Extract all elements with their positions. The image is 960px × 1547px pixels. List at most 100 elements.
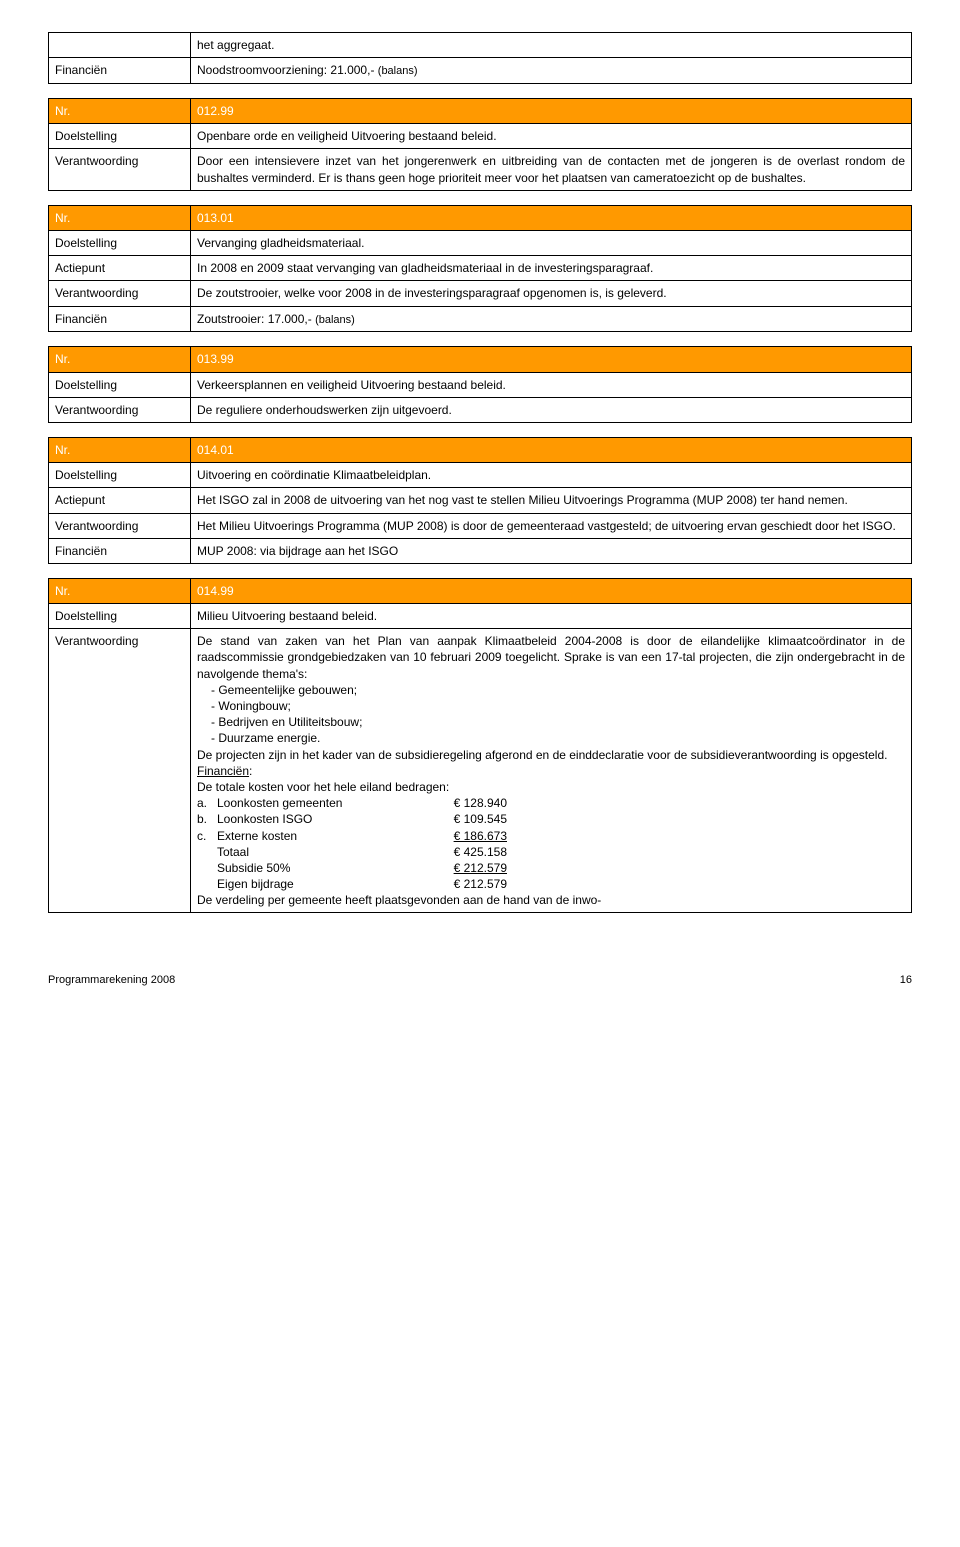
label-financien: Financiën [49,538,191,563]
value-fin: MUP 2008: via bijdrage aan het ISGO [191,538,912,563]
value-verant: De zoutstrooier, welke voor 2008 in de i… [191,281,912,306]
cost-amount: € 128.940 [417,795,507,811]
row-fin: Financiën Zoutstrooier: 17.000,- (balans… [49,306,912,332]
row-fin: Financiën MUP 2008: via bijdrage aan het… [49,538,912,563]
bullet-item: - Bedrijven en Utiliteitsbouw; [211,714,905,730]
row-doel: Doelstelling Milieu Uitvoering bestaand … [49,604,912,629]
label-doelstelling: Doelstelling [49,463,191,488]
noodstroom-note: (balans) [378,65,418,77]
cost-row: Eigen bijdrage€ 212.579 [197,876,905,892]
row-verant: Verantwoording Het Milieu Uitvoerings Pr… [49,513,912,538]
value-doel: Milieu Uitvoering bestaand beleid. [191,604,912,629]
cost-row: c.Externe kosten€ 186.673 [197,828,905,844]
value-actie: Het ISGO zal in 2008 de uitvoering van h… [191,488,912,513]
value-verant: Door een intensievere inzet van het jong… [191,149,912,190]
section-013-99: Nr. 013.99 Doelstelling Verkeersplannen … [48,346,912,423]
label-actiepunt: Actiepunt [49,256,191,281]
label-verantwoording: Verantwoording [49,281,191,306]
verant-financien-label: Financiën: [197,763,905,779]
value-nr: 014.99 [191,578,912,603]
fin-note: (balans) [315,314,355,326]
value-doel: Uitvoering en coördinatie Klimaatbeleidp… [191,463,912,488]
value-verant: De stand van zaken van het Plan van aanp… [191,629,912,913]
value-nr: 014.01 [191,437,912,462]
cost-row: Subsidie 50%€ 212.579 [197,860,905,876]
fin-pre: Zoutstrooier: 17.000,- [197,312,315,326]
header-012-99: Nr. 012.99 [49,99,912,124]
row-verant: Verantwoording De stand van zaken van he… [49,629,912,913]
header-013-01: Nr. 013.01 [49,205,912,230]
section-014-01: Nr. 014.01 Doelstelling Uitvoering en co… [48,437,912,564]
label-verantwoording: Verantwoording [49,149,191,190]
noodstroom-text: Noodstroomvoorziening: 21.000,- [197,63,378,77]
cost-label: Eigen bijdrage [217,876,417,892]
bullet-item: - Gemeentelijke gebouwen; [211,682,905,698]
label-nr: Nr. [49,578,191,603]
value-doel: Openbare orde en veiligheid Uitvoering b… [191,124,912,149]
cost-amount: € 425.158 [417,844,507,860]
label-doelstelling: Doelstelling [49,230,191,255]
header-014-99: Nr. 014.99 [49,578,912,603]
row-actie: Actiepunt Het ISGO zal in 2008 de uitvoe… [49,488,912,513]
cell-noodstroom: Noodstroomvoorziening: 21.000,- (balans) [191,58,912,84]
cost-amount: € 212.579 [417,860,507,876]
row-doel: Doelstelling Verkeersplannen en veilighe… [49,372,912,397]
row-actie: Actiepunt In 2008 en 2009 staat vervangi… [49,256,912,281]
value-verant: De reguliere onderhoudswerken zijn uitge… [191,397,912,422]
label-verantwoording: Verantwoording [49,397,191,422]
page-footer: Programmarekening 2008 16 [48,973,912,988]
cost-row: a.Loonkosten gemeenten€ 128.940 [197,795,905,811]
cost-label: Loonkosten gemeenten [217,795,417,811]
cost-label: Loonkosten ISGO [217,811,417,827]
value-actie: In 2008 en 2009 staat vervanging van gla… [191,256,912,281]
cost-label: Totaal [217,844,417,860]
cost-marker [197,860,217,876]
verant-para-2: De projecten zijn in het kader van de su… [197,747,905,763]
label-nr: Nr. [49,347,191,372]
row-financien-intro: Financiën Noodstroomvoorziening: 21.000,… [49,58,912,84]
row-doel: Doelstelling Uitvoering en coördinatie K… [49,463,912,488]
label-financien: Financiën [49,306,191,332]
cost-amount: € 186.673 [417,828,507,844]
header-013-99: Nr. 013.99 [49,347,912,372]
cost-marker: b. [197,811,217,827]
verant-para-1: De stand van zaken van het Plan van aanp… [197,633,905,682]
label-verantwoording: Verantwoording [49,629,191,913]
cost-row: b.Loonkosten ISGO€ 109.545 [197,811,905,827]
section-013-01: Nr. 013.01 Doelstelling Vervanging gladh… [48,205,912,333]
cell-empty [49,33,191,58]
cost-amount: € 109.545 [417,811,507,827]
value-fin: Zoutstrooier: 17.000,- (balans) [191,306,912,332]
cost-label: Subsidie 50% [217,860,417,876]
label-doelstelling: Doelstelling [49,604,191,629]
cost-label: Externe kosten [217,828,417,844]
label-nr: Nr. [49,99,191,124]
value-nr: 013.99 [191,347,912,372]
footer-title: Programmarekening 2008 [48,974,175,986]
header-014-01: Nr. 014.01 [49,437,912,462]
value-nr: 013.01 [191,205,912,230]
label-doelstelling: Doelstelling [49,372,191,397]
label-doelstelling: Doelstelling [49,124,191,149]
intro-block: het aggregaat. Financiën Noodstroomvoorz… [48,32,912,84]
verant-para-3: De totale kosten voor het hele eiland be… [197,779,905,795]
row-verant: Verantwoording De reguliere onderhoudswe… [49,397,912,422]
footer-page-number: 16 [900,973,912,988]
verant-bullets: - Gemeentelijke gebouwen;- Woningbouw;- … [197,682,905,747]
value-doel: Verkeersplannen en veiligheid Uitvoering… [191,372,912,397]
section-012-99: Nr. 012.99 Doelstelling Openbare orde en… [48,98,912,191]
cost-row: Totaal€ 425.158 [197,844,905,860]
label-actiepunt: Actiepunt [49,488,191,513]
verant-para-4: De verdeling per gemeente heeft plaatsge… [197,892,905,908]
cost-marker [197,844,217,860]
row-doel: Doelstelling Vervanging gladheidsmateria… [49,230,912,255]
row-aggregaat: het aggregaat. [49,33,912,58]
bullet-item: - Woningbouw; [211,698,905,714]
label-verantwoording: Verantwoording [49,513,191,538]
label-nr: Nr. [49,437,191,462]
row-doel: Doelstelling Openbare orde en veiligheid… [49,124,912,149]
label-nr: Nr. [49,205,191,230]
value-nr: 012.99 [191,99,912,124]
section-014-99: Nr. 014.99 Doelstelling Milieu Uitvoerin… [48,578,912,914]
value-doel: Vervanging gladheidsmateriaal. [191,230,912,255]
